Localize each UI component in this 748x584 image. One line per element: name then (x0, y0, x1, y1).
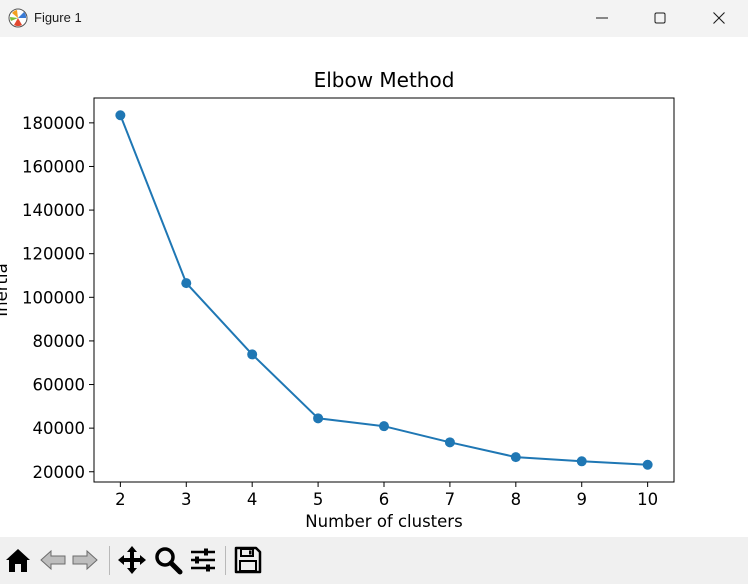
zoom-button[interactable] (153, 545, 183, 575)
configure-subplots-button[interactable] (188, 545, 218, 575)
data-point (576, 456, 587, 467)
x-tick-label: 3 (181, 490, 192, 509)
back-icon (40, 549, 66, 571)
save-button[interactable] (233, 545, 263, 575)
data-point (115, 110, 126, 121)
x-tick-label: 8 (511, 490, 522, 509)
x-tick-label: 10 (637, 490, 658, 509)
y-tick-label: 140000 (22, 201, 85, 220)
data-point (313, 413, 324, 424)
x-tick-label: 6 (379, 490, 390, 509)
data-point (642, 459, 653, 470)
matplotlib-logo-icon (8, 8, 28, 28)
y-tick-label: 40000 (33, 419, 86, 438)
zoom-icon (155, 547, 183, 575)
configure-subplots-icon (191, 548, 215, 572)
x-tick-label: 4 (247, 490, 258, 509)
minimize-icon (596, 17, 608, 19)
series-line (119, 114, 648, 466)
y-tick-label: 120000 (22, 245, 85, 264)
y-ticks: 20000 40000 60000 80000 100000 120000 140000 16… (22, 114, 94, 482)
elbow-chart: 2 3 4 5 6 7 8 9 10 20000 40000 60000 80000 100000 120… (0, 68, 675, 531)
home-icon (6, 549, 30, 572)
data-point (181, 278, 192, 289)
x-tick-label: 5 (313, 490, 324, 509)
forward-button[interactable] (70, 545, 100, 575)
series-markers (115, 110, 653, 470)
back-button[interactable] (38, 545, 68, 575)
y-tick-label: 20000 (33, 463, 86, 482)
home-button[interactable] (3, 545, 33, 575)
window-title: Figure 1 (34, 10, 82, 25)
x-tick-label: 2 (115, 490, 126, 509)
figure-canvas[interactable]: 2 3 4 5 6 7 8 9 10 20000 40000 60000 80000 100000 120… (0, 37, 748, 537)
data-point (510, 452, 521, 463)
x-tick-label: 7 (445, 490, 456, 509)
x-ticks: 2 3 4 5 6 7 8 9 10 (115, 482, 658, 509)
y-tick-label: 80000 (33, 332, 86, 351)
forward-icon (72, 549, 98, 571)
x-axis-label: Number of clusters (305, 512, 462, 531)
x-tick-label: 9 (576, 490, 587, 509)
chart-title: Elbow Method (314, 68, 455, 92)
minimize-button[interactable] (573, 0, 631, 37)
y-tick-label: 100000 (22, 288, 85, 307)
maximize-button[interactable] (631, 0, 689, 37)
data-point (444, 437, 455, 448)
title-bar: Figure 1 (0, 0, 748, 37)
y-tick-label: 60000 (33, 376, 86, 395)
data-point (247, 349, 258, 360)
close-button[interactable] (690, 0, 748, 37)
toolbar-separator (225, 546, 226, 575)
close-icon (713, 12, 725, 24)
save-icon (234, 546, 262, 574)
navigation-toolbar (0, 537, 748, 584)
data-point (379, 421, 389, 432)
pan-button[interactable] (117, 545, 147, 575)
maximize-icon (654, 12, 666, 24)
y-tick-label: 180000 (22, 114, 85, 133)
y-tick-label: 160000 (22, 157, 85, 176)
y-axis-label: Inertia (0, 263, 11, 316)
toolbar-separator (109, 546, 110, 575)
pan-icon (118, 546, 146, 574)
